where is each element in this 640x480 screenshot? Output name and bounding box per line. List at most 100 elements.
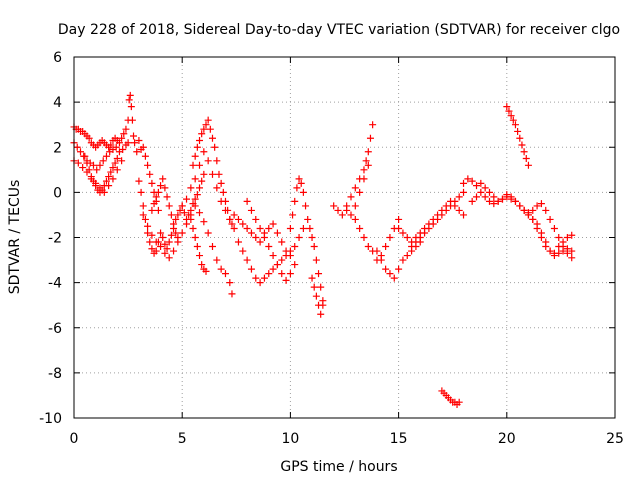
y-tick-label-7: 4 (53, 95, 62, 111)
data-point-27 (126, 91, 134, 99)
data-point-266 (360, 166, 368, 174)
data-point-60 (124, 139, 132, 147)
data-point-218 (260, 274, 268, 282)
data-point-235 (286, 270, 294, 278)
data-point-251 (317, 283, 325, 291)
data-point-396 (559, 243, 567, 251)
data-point-81 (98, 186, 106, 194)
data-point-156 (183, 195, 191, 203)
data-point-408 (522, 155, 530, 163)
data-point-280 (364, 243, 372, 251)
data-point-201 (256, 238, 264, 246)
data-point-384 (550, 249, 558, 257)
data-point-357 (485, 197, 493, 205)
data-point-110 (180, 209, 188, 217)
data-point-118 (198, 177, 206, 185)
data-point-198 (243, 224, 251, 232)
data-point-341 (477, 179, 485, 187)
data-point-62 (74, 159, 82, 167)
data-point-213 (239, 247, 247, 255)
data-point-167 (189, 161, 197, 169)
data-point-26 (125, 96, 133, 104)
data-point-337 (460, 179, 468, 187)
y-tick-label-5: 0 (53, 185, 62, 201)
data-point-78 (92, 182, 100, 190)
data-point-206 (278, 238, 286, 246)
data-point-344 (490, 193, 498, 201)
data-point-32 (133, 148, 141, 156)
data-point-172 (200, 125, 208, 133)
data-point-273 (351, 202, 359, 210)
data-point-268 (364, 148, 372, 156)
data-point-116 (193, 191, 201, 199)
data-point-327 (460, 188, 468, 196)
data-point-37 (144, 161, 152, 169)
data-point-197 (239, 220, 247, 228)
data-point-355 (477, 188, 485, 196)
data-point-133 (196, 209, 204, 217)
data-point-320 (429, 220, 437, 228)
data-point-260 (334, 206, 342, 214)
data-point-243 (299, 188, 307, 196)
data-point-395 (555, 234, 563, 241)
grid-lines (74, 57, 615, 418)
data-point-212 (234, 238, 242, 246)
data-point-125 (161, 249, 169, 257)
data-point-389 (529, 206, 537, 214)
data-point-183 (224, 206, 232, 214)
data-point-129 (178, 229, 186, 237)
data-point-361 (503, 193, 511, 201)
data-point-291 (386, 270, 394, 278)
data-point-257 (317, 310, 325, 318)
data-point-379 (529, 215, 537, 223)
data-point-382 (542, 243, 550, 251)
y-tick-label-6: 2 (53, 140, 62, 156)
data-point-186 (230, 224, 238, 232)
data-point-301 (403, 234, 411, 241)
data-point-148 (161, 184, 169, 192)
data-point-132 (191, 202, 199, 210)
data-point-130 (183, 220, 191, 228)
data-point-406 (518, 141, 526, 149)
data-point-232 (273, 261, 281, 269)
data-point-271 (343, 206, 351, 214)
data-point-144 (152, 193, 160, 201)
data-point-51 (96, 161, 104, 169)
x-tick-label-5: 25 (606, 431, 624, 447)
data-point-211 (299, 224, 307, 232)
data-point-102 (163, 245, 171, 253)
data-point-203 (265, 224, 273, 232)
data-point-99 (157, 229, 165, 237)
data-point-326 (455, 193, 463, 201)
data-point-226 (247, 206, 255, 214)
data-point-142 (148, 206, 156, 214)
data-point-253 (308, 274, 316, 282)
data-point-177 (211, 143, 219, 151)
data-point-242 (297, 179, 305, 187)
data-point-24 (122, 125, 130, 133)
data-point-390 (533, 202, 541, 210)
data-point-87 (111, 159, 119, 167)
data-point-407 (520, 148, 528, 156)
data-point-245 (304, 215, 312, 223)
data-point-391 (537, 200, 545, 208)
data-point-122 (148, 231, 156, 239)
data-point-398 (568, 254, 576, 262)
data-point-300 (399, 229, 407, 237)
data-point-259 (330, 202, 338, 210)
data-point-50 (93, 166, 101, 174)
data-point-176 (208, 134, 216, 142)
data-point-76 (87, 173, 95, 181)
plot-frame (73, 56, 616, 419)
y-tick-label-0: -10 (39, 411, 62, 427)
data-point-180 (217, 179, 225, 187)
data-point-28 (127, 103, 135, 111)
data-point-359 (494, 197, 502, 205)
y-axis-label: SDTVAR / TECUs (7, 180, 23, 295)
data-point-288 (373, 247, 381, 255)
data-point-222 (278, 256, 286, 264)
data-point-22 (118, 134, 126, 142)
data-point-354 (473, 193, 481, 201)
data-point-225 (243, 197, 251, 205)
